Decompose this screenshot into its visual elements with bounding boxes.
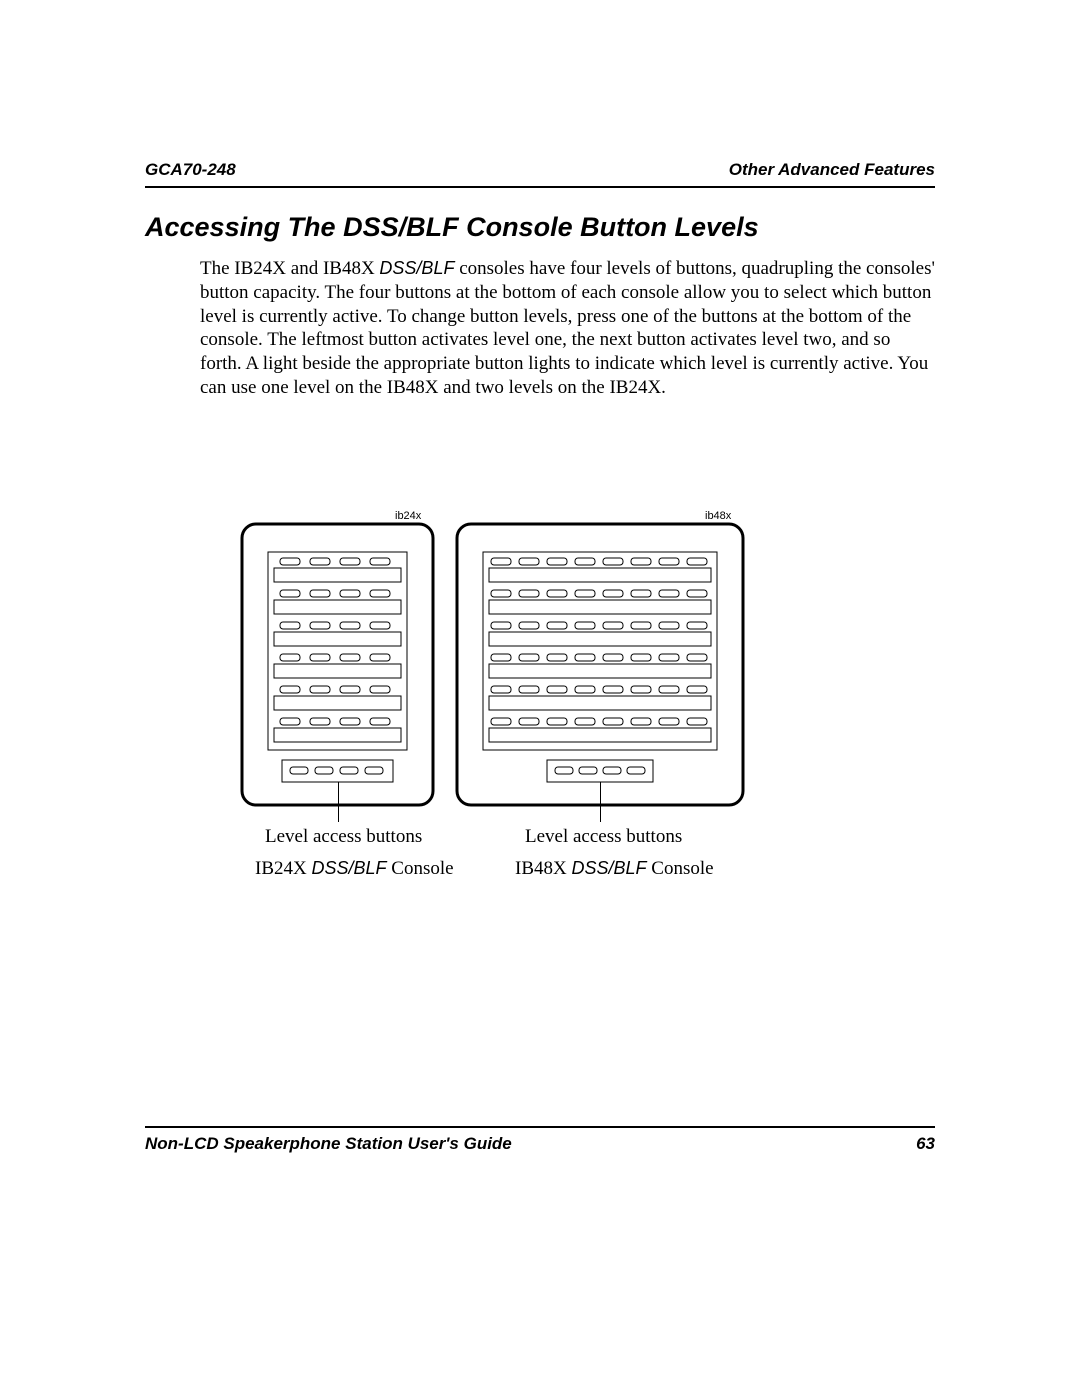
footer-right: 63	[916, 1134, 935, 1154]
body-ital: DSS/BLF	[379, 258, 454, 278]
body-pre: The IB24X and IB48X	[200, 258, 379, 279]
level-access-caption-right: Level access buttons	[525, 826, 682, 848]
ib48x-console-caption: IB48X DSS/BLF Console	[515, 858, 714, 880]
page-footer: Non-LCD Speakerphone Station User's Guid…	[145, 1126, 935, 1154]
ib24x-console-icon	[240, 522, 435, 807]
section-title: Accessing The DSS/BLF Console Button Lev…	[145, 212, 935, 243]
body-paragraph: The IB24X and IB48X DSS/BLF consoles hav…	[200, 257, 935, 400]
pointer-line	[338, 782, 339, 822]
ib48x-console-icon	[455, 522, 745, 807]
footer-left: Non-LCD Speakerphone Station User's Guid…	[145, 1134, 512, 1154]
ib24x-console-caption: IB24X DSS/BLF Console	[255, 858, 454, 880]
ib24x-label: ib24x	[395, 510, 421, 522]
page-header: GCA70-248 Other Advanced Features	[145, 160, 935, 188]
header-right: Other Advanced Features	[729, 160, 935, 180]
header-left: GCA70-248	[145, 160, 236, 180]
pointer-line	[600, 782, 601, 822]
ib48x-label: ib48x	[705, 510, 731, 522]
console-diagram: ib24x ib48x Level access buttons Level a…	[225, 510, 865, 900]
level-access-caption-left: Level access buttons	[265, 826, 422, 848]
